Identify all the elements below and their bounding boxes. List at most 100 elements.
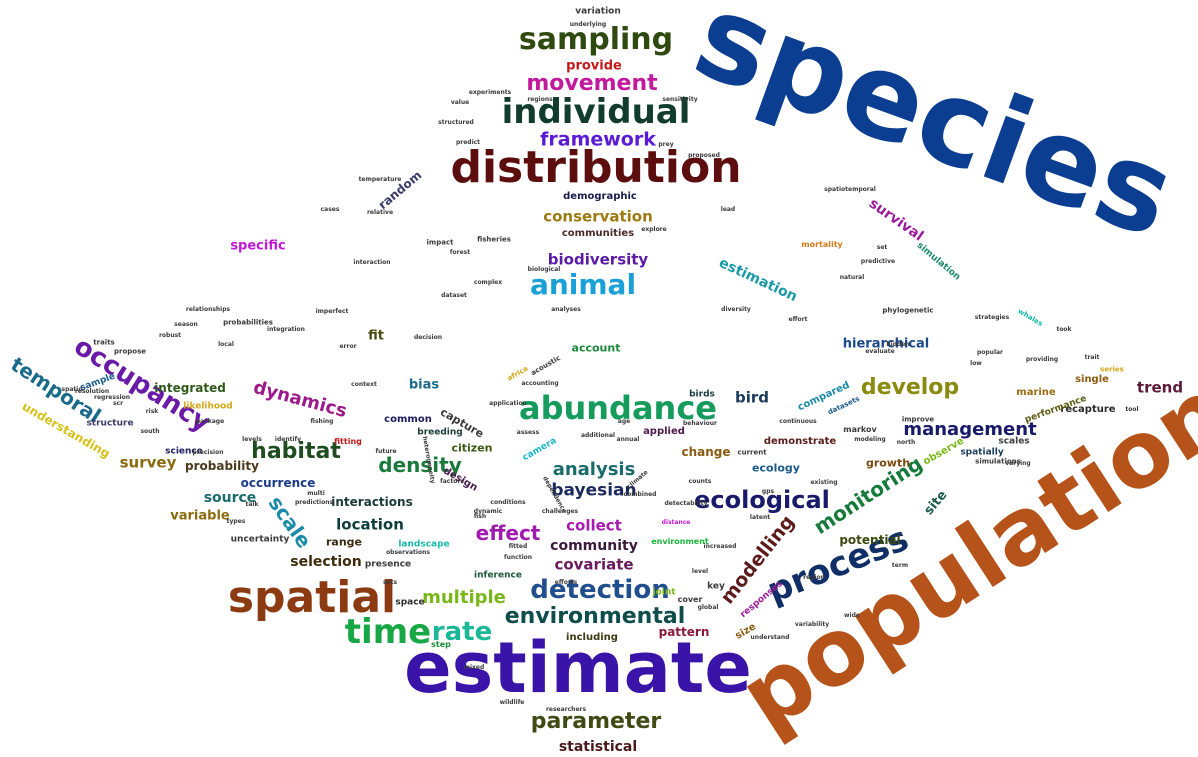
word-probability: probability — [185, 459, 259, 473]
word-age: age — [617, 418, 631, 425]
word-providing: providing — [1025, 356, 1059, 363]
word-bird: bird — [734, 388, 770, 407]
word-precision: precision — [192, 449, 224, 456]
word-prey: prey — [658, 141, 674, 148]
word-citizen: citizen — [451, 441, 493, 455]
word-change: change — [681, 445, 731, 459]
word-density: density — [378, 453, 462, 477]
word-space: space — [395, 597, 425, 608]
word-popular: popular — [976, 349, 1004, 356]
word-birds: birds — [689, 389, 715, 400]
word-spatiotemporal: spatiotemporal — [824, 186, 876, 193]
word-ecological: ecological — [694, 486, 830, 514]
word-cases: cases — [320, 206, 340, 213]
word-accounting: accounting — [521, 380, 559, 387]
word-whales: whales — [1016, 307, 1045, 328]
word-cover: cover — [677, 595, 703, 604]
word-efforts: efforts — [554, 579, 578, 586]
word-talk: talk — [245, 501, 259, 508]
word-interactions: interactions — [331, 495, 413, 509]
word-variation: variation — [575, 6, 621, 17]
word-level: level — [691, 568, 709, 575]
word-complex: complex — [473, 279, 503, 286]
word-additional: additional — [580, 432, 616, 439]
word-predict: predict — [455, 139, 481, 146]
word-marine: marine — [1016, 387, 1056, 398]
word-fitted: fitted — [508, 543, 528, 550]
word-breeding: breeding — [417, 427, 463, 438]
word-north: north — [896, 439, 916, 446]
word-assess: assess — [516, 429, 540, 436]
word-simulations: simulations — [975, 457, 1021, 466]
word-parameter: parameter — [530, 709, 662, 734]
word-provide: provide — [566, 58, 622, 74]
word-multiple: multiple — [422, 587, 506, 608]
word-behaviour: behaviour — [682, 420, 718, 427]
word-increased: increased — [703, 543, 737, 550]
word-demographic: demographic — [563, 191, 637, 202]
word-temperature: temperature — [358, 176, 402, 183]
word-interaction: interaction — [353, 259, 391, 266]
word-predictions: predictions — [294, 499, 334, 506]
word-pattern: pattern — [658, 625, 710, 639]
word-impact: impact — [426, 238, 454, 247]
word-likelihood: likelihood — [183, 401, 233, 412]
word-spatio: spatio — [61, 386, 83, 393]
word-wildlife: wildlife — [499, 699, 525, 706]
word-covariate: covariate — [554, 555, 634, 574]
word-value: value — [450, 99, 470, 106]
word-types: types — [226, 518, 246, 525]
word-simulation: simulation — [914, 240, 962, 283]
word-error: error — [339, 343, 357, 350]
word-distance: distance — [661, 519, 691, 526]
word-recapture: recapture — [1060, 404, 1116, 415]
word-detectability: detectability — [664, 500, 708, 507]
word-scr: scr — [112, 400, 124, 407]
word-latent: latent — [749, 514, 771, 521]
word-trait: trait — [1084, 354, 1100, 361]
word-species: species — [678, 0, 1192, 265]
word-phylogenetic: phylogenetic — [882, 306, 934, 315]
word-robust: robust — [158, 332, 182, 339]
word-demonstrate: demonstrate — [763, 436, 837, 447]
word-framework: framework — [540, 128, 656, 151]
word-structured: structured — [438, 119, 474, 126]
word-mixed: mixed — [463, 664, 485, 671]
word-acoustic: acoustic — [529, 353, 562, 378]
word-wide: wide — [844, 612, 860, 619]
word-potential: potential — [839, 533, 901, 547]
word-future: future — [375, 448, 397, 455]
word-sets: sets — [382, 579, 398, 586]
word-explore: explore — [641, 226, 667, 233]
word-analysis: analysis — [552, 459, 636, 480]
word-distribution: distribution — [450, 142, 742, 193]
word-detection: detection — [530, 575, 670, 605]
word-gps: gps — [761, 488, 775, 495]
word-estimate: estimate — [404, 627, 752, 709]
word-integrated: integrated — [154, 381, 226, 395]
word-applied: applied — [643, 426, 685, 437]
word-selection: selection — [290, 554, 362, 570]
word-traits: traits — [93, 338, 115, 347]
word-common: common — [384, 414, 432, 425]
word-levels: levels — [242, 436, 262, 443]
word-structure: structure — [86, 418, 134, 429]
word-joint: joint — [652, 587, 676, 598]
word-uncertainty: uncertainty — [230, 534, 290, 545]
word-underlying: underlying — [569, 21, 607, 28]
word-annual: annual — [616, 436, 640, 443]
word-statistical: statistical — [558, 739, 638, 755]
word-develop: develop — [860, 375, 960, 400]
word-regression: regression — [94, 394, 130, 401]
word-experiments: experiments — [468, 89, 512, 96]
word-decision: decision — [414, 334, 442, 341]
word-counts: counts — [688, 478, 712, 485]
word-sensitivity: sensitivity — [662, 96, 698, 103]
word-region: region — [803, 574, 825, 581]
word-existing: existing — [810, 479, 838, 486]
word-identify: identify — [274, 436, 302, 443]
word-dataset: dataset — [441, 292, 467, 299]
word-scales: scales — [998, 436, 1030, 447]
word-predictive: predictive — [860, 258, 896, 265]
word-integration: integration — [267, 326, 305, 333]
